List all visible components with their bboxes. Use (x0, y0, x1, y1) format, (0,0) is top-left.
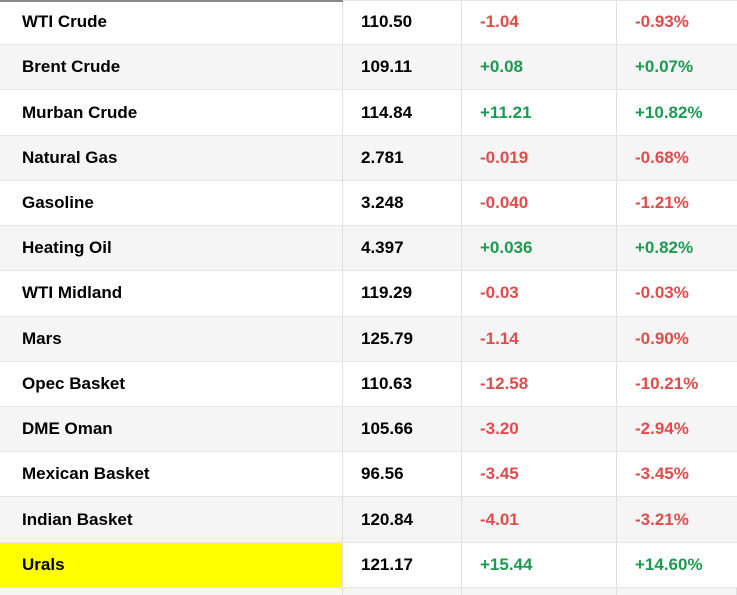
table-row[interactable]: Mars 125.79 -1.14 -0.90% (0, 316, 737, 362)
table-row[interactable]: Opec Basket 110.63 -12.58 -10.21% (0, 361, 737, 407)
change-cell: -0.040 (462, 180, 617, 227)
top-border-light-fragment (343, 0, 737, 1)
table-row[interactable]: Brent Crude 109.11 +0.08 +0.07% (0, 45, 737, 91)
price-cell: 121.17 (343, 542, 462, 588)
change-cell: -3.20 (462, 406, 617, 453)
change-percent-cell: +0.82% (617, 226, 737, 272)
price-cell: 114.84 (343, 90, 462, 136)
change-cell: -12.58 (462, 361, 617, 407)
table-row[interactable]: DME Oman 105.66 -3.20 -2.94% (0, 406, 737, 453)
commodity-name-cell[interactable]: WTI Midland (0, 271, 343, 317)
change-cell: +15.44 (462, 542, 617, 588)
change-percent-cell: -0.90% (617, 317, 737, 362)
next-row-partial (0, 587, 737, 595)
price-cell: 120.84 (343, 497, 462, 543)
commodity-name-cell[interactable]: Mexican Basket (0, 452, 343, 498)
commodity-name-cell[interactable]: Mars (0, 316, 343, 362)
table-row[interactable]: Mexican Basket 96.56 -3.45 -3.45% (0, 452, 737, 498)
partial-name-cell (0, 587, 343, 595)
change-cell: -0.03 (462, 271, 617, 317)
change-cell: -1.04 (462, 0, 617, 46)
change-percent-cell: -10.21% (617, 362, 737, 407)
commodity-name-cell[interactable]: Natural Gas (0, 135, 343, 181)
table-row[interactable]: WTI Crude 110.50 -1.04 -0.93% (0, 0, 737, 46)
commodity-name-cell[interactable]: Gasoline (0, 180, 343, 227)
price-cell: 3.248 (343, 180, 462, 227)
change-cell: -3.45 (462, 452, 617, 498)
change-cell: -4.01 (462, 497, 617, 543)
commodity-name-cell[interactable]: Indian Basket (0, 497, 343, 543)
commodity-name-cell[interactable]: Heating Oil (0, 226, 343, 272)
change-percent-cell: -3.45% (617, 452, 737, 498)
change-percent-cell: -0.03% (617, 271, 737, 317)
price-cell: 4.397 (343, 226, 462, 272)
price-cell: 2.781 (343, 135, 462, 181)
change-percent-cell: -0.93% (617, 0, 737, 46)
price-cell: 119.29 (343, 271, 462, 317)
commodity-name-cell[interactable]: DME Oman (0, 406, 343, 453)
price-cell: 110.50 (343, 0, 462, 46)
table-row[interactable]: Gasoline 3.248 -0.040 -1.21% (0, 180, 737, 227)
table-row[interactable]: Natural Gas 2.781 -0.019 -0.68% (0, 135, 737, 181)
table-row[interactable]: Indian Basket 120.84 -4.01 -3.21% (0, 497, 737, 543)
change-cell: -1.14 (462, 316, 617, 362)
price-cell: 96.56 (343, 452, 462, 498)
price-cell: 110.63 (343, 361, 462, 407)
commodity-name-cell[interactable]: Brent Crude (0, 45, 343, 91)
change-cell: +0.036 (462, 226, 617, 272)
change-percent-cell: -2.94% (617, 407, 737, 453)
change-percent-cell: -3.21% (617, 497, 737, 543)
change-cell: +11.21 (462, 90, 617, 136)
change-cell: -0.019 (462, 135, 617, 181)
table-row[interactable]: Urals 121.17 +15.44 +14.60% (0, 542, 737, 588)
commodity-name-cell[interactable]: Urals (0, 542, 343, 588)
price-cell: 109.11 (343, 45, 462, 91)
top-border-dark-fragment (0, 0, 343, 2)
commodity-name-cell[interactable]: Murban Crude (0, 90, 343, 136)
commodity-name-cell[interactable]: WTI Crude (0, 0, 343, 46)
partial-change-cell (462, 587, 617, 595)
commodity-name-cell[interactable]: Opec Basket (0, 361, 343, 407)
partial-percent-cell (617, 587, 737, 595)
change-cell: +0.08 (462, 45, 617, 91)
change-percent-cell: -0.68% (617, 136, 737, 181)
price-cell: 105.66 (343, 406, 462, 453)
change-percent-cell: +0.07% (617, 45, 737, 91)
price-cell: 125.79 (343, 316, 462, 362)
change-percent-cell: +14.60% (617, 543, 737, 588)
partial-price-cell (343, 587, 462, 595)
change-percent-cell: +10.82% (617, 90, 737, 136)
table-row[interactable]: Heating Oil 4.397 +0.036 +0.82% (0, 226, 737, 272)
table-row[interactable]: WTI Midland 119.29 -0.03 -0.03% (0, 271, 737, 317)
change-percent-cell: -1.21% (617, 181, 737, 227)
table-row[interactable]: Murban Crude 114.84 +11.21 +10.82% (0, 90, 737, 136)
